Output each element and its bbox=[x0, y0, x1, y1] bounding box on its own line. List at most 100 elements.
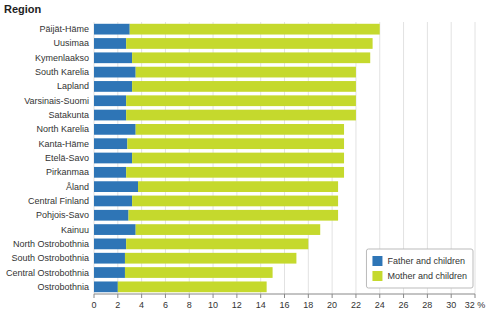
bar bbox=[125, 253, 296, 264]
legend-swatch bbox=[372, 271, 382, 281]
tick-label: 18 bbox=[303, 300, 313, 310]
bar bbox=[126, 110, 356, 121]
legend-label: Father and children bbox=[387, 256, 465, 266]
category-label: North Karelia bbox=[36, 124, 89, 134]
tick-mark bbox=[94, 294, 95, 298]
tick-mark bbox=[332, 294, 333, 298]
bar bbox=[138, 181, 338, 192]
category-label: South Ostrobothnia bbox=[11, 253, 89, 263]
bar bbox=[94, 167, 126, 178]
bar bbox=[94, 281, 118, 292]
tick-mark bbox=[403, 294, 404, 298]
bar bbox=[94, 253, 125, 264]
tick-mark bbox=[427, 294, 428, 298]
category-label: Päijät-Häme bbox=[39, 24, 89, 34]
tick-mark bbox=[379, 294, 380, 298]
x-ticks: 02468101214161820222426283032 % bbox=[91, 294, 485, 310]
chart: Päijät-Häme Uusimaa Kymenlaakso South Karel… bbox=[0, 0, 491, 314]
bar bbox=[94, 210, 129, 221]
tick-label: 4 bbox=[139, 300, 144, 310]
bar bbox=[94, 224, 136, 235]
bar bbox=[94, 267, 125, 278]
tick-label: 20 bbox=[327, 300, 337, 310]
category-label: Pohjois-Savo bbox=[36, 210, 89, 220]
tick-label: 30 bbox=[446, 300, 456, 310]
bar bbox=[94, 138, 127, 149]
bar bbox=[94, 153, 132, 164]
category-label: Central Ostrobothnia bbox=[6, 268, 89, 278]
category-label: Central Finland bbox=[28, 196, 89, 206]
tick-mark bbox=[260, 294, 261, 298]
legend-label: Mother and children bbox=[387, 271, 467, 281]
bar bbox=[132, 52, 370, 63]
bar bbox=[118, 281, 267, 292]
tick-label: 22 bbox=[351, 300, 361, 310]
tick-mark bbox=[117, 294, 118, 298]
tick-label: 10 bbox=[208, 300, 218, 310]
bar bbox=[136, 124, 344, 135]
bar bbox=[127, 138, 344, 149]
y-axis-label: Region bbox=[4, 3, 42, 15]
bar bbox=[126, 38, 372, 49]
category-label: Lapland bbox=[57, 81, 89, 91]
category-label: Varsinais-Suomi bbox=[24, 96, 89, 106]
tick-mark bbox=[189, 294, 190, 298]
tick-mark bbox=[308, 294, 309, 298]
bars bbox=[94, 24, 380, 292]
category-label: Satakunta bbox=[48, 110, 89, 120]
bar bbox=[136, 224, 321, 235]
x-axis-line bbox=[94, 294, 475, 295]
tick-label: 14 bbox=[256, 300, 266, 310]
category-label: Åland bbox=[66, 182, 89, 192]
category-label: Etelä-Savo bbox=[45, 153, 89, 163]
bar bbox=[132, 153, 344, 164]
bar bbox=[132, 196, 338, 207]
bar bbox=[136, 67, 356, 78]
grid-line bbox=[475, 22, 476, 294]
category-label: Uusimaa bbox=[53, 38, 89, 48]
category-label: Kainuu bbox=[61, 225, 89, 235]
bar bbox=[94, 124, 136, 135]
bar bbox=[94, 24, 130, 35]
bar bbox=[126, 95, 356, 106]
tick-label: 16 bbox=[279, 300, 289, 310]
tick-label: 26 bbox=[399, 300, 409, 310]
category-label: Pirkanmaa bbox=[46, 167, 89, 177]
legend: Father and children Mother and children bbox=[366, 249, 473, 288]
bar bbox=[129, 210, 339, 221]
tick-mark bbox=[355, 294, 356, 298]
tick-label: 32 % bbox=[465, 300, 486, 310]
bar bbox=[130, 24, 380, 35]
bar bbox=[94, 81, 132, 92]
tick-mark bbox=[213, 294, 214, 298]
tick-label: 6 bbox=[163, 300, 168, 310]
category-label: North Ostrobothnia bbox=[13, 239, 89, 249]
bar bbox=[94, 38, 126, 49]
bar bbox=[94, 52, 132, 63]
tick-mark bbox=[165, 294, 166, 298]
tick-label: 0 bbox=[91, 300, 96, 310]
category-label: Kymenlaakso bbox=[35, 53, 89, 63]
category-label: South Karelia bbox=[35, 67, 89, 77]
tick-mark bbox=[475, 294, 476, 298]
bar bbox=[94, 196, 132, 207]
bar bbox=[94, 67, 136, 78]
bar bbox=[94, 239, 126, 250]
bar bbox=[94, 181, 138, 192]
tick-label: 8 bbox=[187, 300, 192, 310]
bar bbox=[94, 110, 126, 121]
bar bbox=[125, 267, 273, 278]
bar bbox=[132, 81, 356, 92]
tick-label: 2 bbox=[115, 300, 120, 310]
bar bbox=[126, 239, 308, 250]
legend-swatch bbox=[372, 256, 382, 266]
bar bbox=[94, 95, 126, 106]
grid bbox=[94, 22, 475, 294]
tick-mark bbox=[284, 294, 285, 298]
tick-label: 28 bbox=[422, 300, 432, 310]
tick-label: 24 bbox=[375, 300, 385, 310]
category-label: Kanta-Häme bbox=[38, 139, 89, 149]
tick-mark bbox=[141, 294, 142, 298]
tick-mark bbox=[451, 294, 452, 298]
bar bbox=[126, 167, 344, 178]
